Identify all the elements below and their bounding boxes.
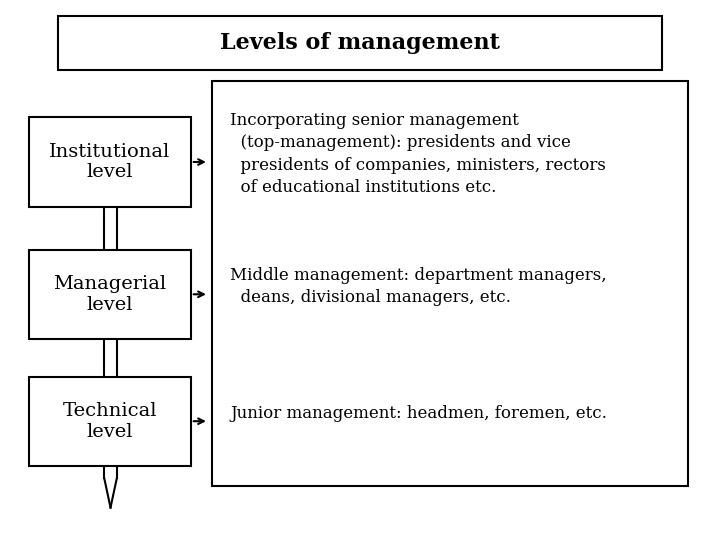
Text: Junior management: headmen, foremen, etc.: Junior management: headmen, foremen, etc… [230, 404, 607, 422]
Text: Institutional
level: Institutional level [49, 143, 171, 181]
Text: Levels of management: Levels of management [220, 32, 500, 54]
FancyBboxPatch shape [29, 249, 191, 339]
FancyBboxPatch shape [29, 117, 191, 206]
FancyBboxPatch shape [58, 16, 662, 70]
Text: Technical
level: Technical level [63, 402, 157, 441]
Text: Managerial
level: Managerial level [53, 275, 166, 314]
Text: Middle management: department managers,
  deans, divisional managers, etc.: Middle management: department managers, … [230, 267, 607, 306]
FancyBboxPatch shape [212, 81, 688, 486]
FancyBboxPatch shape [29, 377, 191, 465]
Text: Incorporating senior management
  (top-management): presidents and vice
  presid: Incorporating senior management (top-man… [230, 112, 606, 195]
